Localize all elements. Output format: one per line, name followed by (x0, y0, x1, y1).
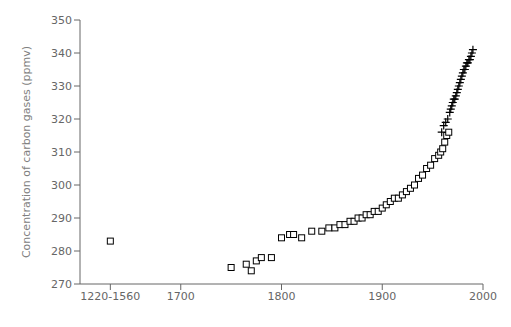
svg-text:270: 270 (51, 278, 72, 291)
svg-text:330: 330 (51, 80, 72, 93)
svg-text:310: 310 (51, 146, 72, 159)
svg-text:1220-1560: 1220-1560 (80, 290, 140, 303)
svg-text:340: 340 (51, 47, 72, 60)
svg-text:1900: 1900 (368, 290, 396, 303)
svg-text:350: 350 (51, 14, 72, 27)
svg-text:1700: 1700 (167, 290, 195, 303)
svg-text:Concentration of carbon gases: Concentration of carbon gases (ppmv) (20, 46, 33, 258)
svg-text:290: 290 (51, 212, 72, 225)
svg-text:280: 280 (51, 245, 72, 258)
svg-text:300: 300 (51, 179, 72, 192)
svg-text:1800: 1800 (268, 290, 296, 303)
svg-text:320: 320 (51, 113, 72, 126)
svg-text:2000: 2000 (469, 290, 497, 303)
